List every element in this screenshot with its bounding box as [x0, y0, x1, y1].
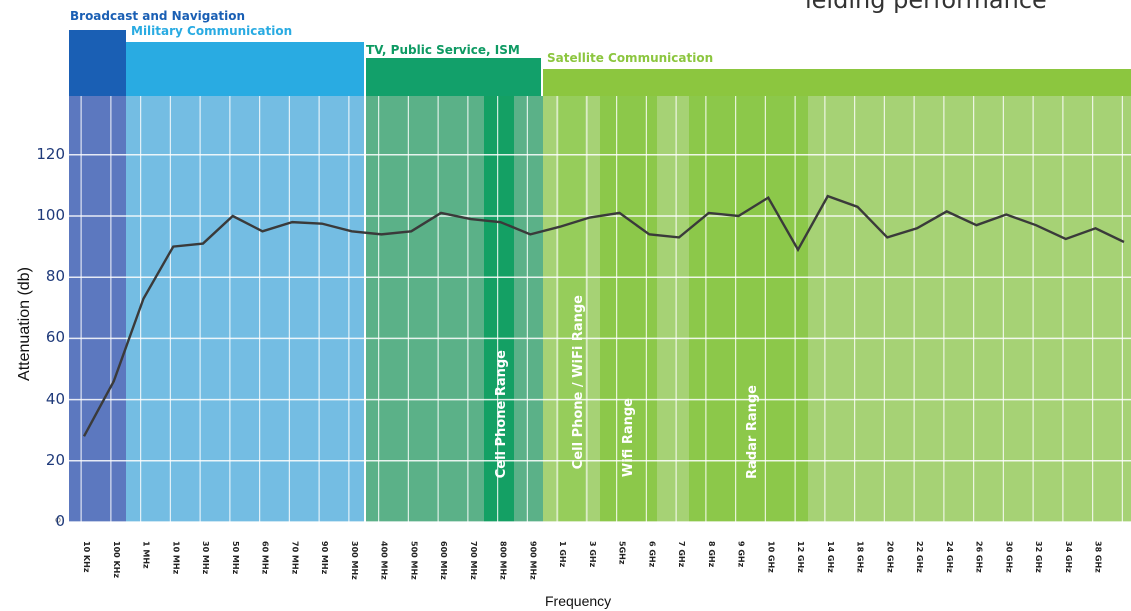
x-tick-label: 20 GHz — [885, 541, 895, 573]
y-tick-label: 0 — [55, 512, 65, 530]
x-tick-label: 18 GHz — [855, 541, 865, 573]
range-label-wifi: Wifi Range — [621, 398, 636, 478]
x-tick-label: 1 MHz — [141, 541, 151, 569]
attenuation-line — [82, 194, 1125, 437]
x-tick-label: 700 MHz — [468, 541, 478, 580]
y-tick-label: 80 — [45, 267, 65, 286]
x-tick-label: 60 MHz — [260, 541, 270, 575]
x-tick-label: 38 GHz — [1093, 541, 1103, 573]
band-area-military — [126, 96, 364, 522]
band-header-broadcast — [69, 30, 126, 96]
x-tick-label: 7 GHz — [677, 541, 686, 568]
x-tick-label: 500 MHz — [409, 541, 419, 580]
y-tick-label: 100 — [36, 206, 65, 224]
x-tick-label: 22 GHz — [915, 541, 924, 573]
x-tick-label: 300 MHz — [349, 541, 359, 580]
x-tick-label: 34 GHz — [1063, 541, 1073, 573]
x-tick-label: 9 GHz — [736, 541, 746, 568]
band-label-satellite: Satellite Communication — [547, 51, 714, 65]
band-label-military: Military Communication — [131, 24, 293, 38]
x-axis-label: Frequency — [545, 593, 612, 609]
y-axis-label: Attenuation (db) — [16, 267, 33, 381]
range-area-cell-wifi — [559, 96, 585, 522]
x-tick-label: 10 GHz — [766, 541, 776, 573]
x-tick-label: 900 MHz — [528, 541, 538, 580]
origin-marker — [55, 517, 61, 523]
band-area-broadcast — [69, 96, 126, 522]
x-tick-label: 600 MHz — [439, 541, 448, 580]
band-label-broadcast: Broadcast and Navigation — [70, 9, 246, 23]
x-tick-label: 90 MHz — [320, 541, 329, 575]
range-label-radar: Radar Range — [745, 385, 760, 479]
range-area-radar — [689, 96, 808, 522]
y-tick-label: 60 — [45, 328, 65, 347]
band-header-military — [126, 42, 364, 96]
x-tick-label: 8 GHz — [706, 541, 716, 568]
cropped-heading: ielding performance — [805, 0, 1047, 14]
x-tick-label: 50 MHz — [230, 541, 240, 575]
band-header-satellite — [543, 69, 1131, 96]
range-label-cell-wifi: Cell Phone / WiFi Range — [571, 295, 586, 470]
range-area-cell-phone — [484, 96, 514, 522]
band-label-tv: TV, Public Service, ISM — [366, 43, 520, 57]
x-tick-label: 6 GHz — [647, 541, 657, 568]
x-tick-label: 100 KHz — [111, 541, 121, 579]
x-tick-label: 32 GHz — [1034, 541, 1043, 573]
x-tick-label: 5GHz — [617, 541, 627, 565]
y-tick-label: 120 — [36, 144, 65, 163]
y-tick-label: 40 — [45, 389, 65, 408]
band-header-tv — [366, 58, 541, 96]
x-tick-label: 3 GHz — [587, 541, 597, 568]
x-tick-label: 70 MHz — [290, 541, 300, 575]
x-tick-label: 30 MHz — [201, 541, 210, 575]
x-tick-label: 1 GHz — [558, 541, 567, 568]
x-tick-label: 10 MHz — [171, 541, 181, 575]
band-area-tv — [366, 96, 543, 522]
x-tick-label: 24 GHz — [944, 541, 954, 573]
x-tick-label: 10 KHz — [82, 541, 91, 573]
x-tick-label: 800 MHz — [498, 541, 508, 580]
y-tick-label: 20 — [45, 450, 65, 469]
x-tick-label: 12 GHz — [796, 541, 805, 573]
range-area-wifi — [600, 96, 657, 522]
range-label-cell-phone: Cell Phone Range — [494, 350, 509, 479]
x-tick-label: 400 MHz — [379, 541, 389, 580]
x-tick-label: 14 GHz — [825, 541, 835, 573]
x-tick-label: 26 GHz — [974, 541, 984, 573]
x-tick-label: 30 GHz — [1004, 541, 1014, 573]
